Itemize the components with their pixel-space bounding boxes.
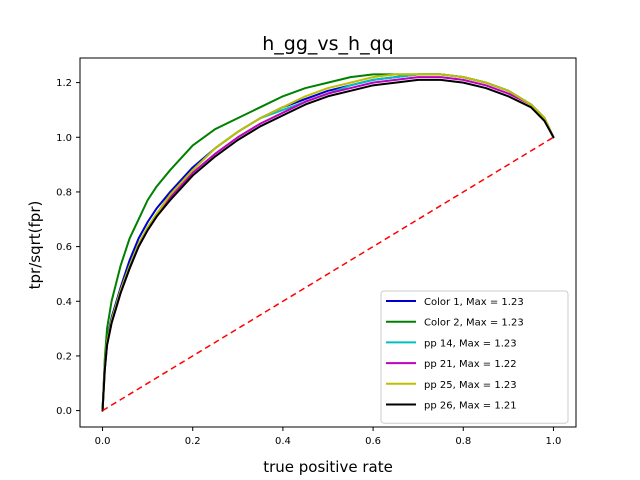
y-tick-label: 0.4 bbox=[56, 297, 72, 308]
x-tick-label: 0.0 bbox=[95, 436, 111, 447]
legend-entry-label: pp 25, Max = 1.23 bbox=[424, 380, 517, 391]
y-tick-label: 1.0 bbox=[56, 133, 72, 144]
y-tick-label: 0.6 bbox=[56, 242, 72, 253]
legend-box bbox=[380, 290, 569, 424]
legend-entry-label: Color 2, Max = 1.23 bbox=[424, 318, 524, 329]
legend-entry-label: pp 14, Max = 1.23 bbox=[424, 338, 517, 349]
reference-diagonal-line bbox=[102, 136, 554, 412]
x-tick-label: 0.8 bbox=[455, 436, 471, 447]
legend-entry-label: pp 21, Max = 1.22 bbox=[424, 359, 517, 370]
x-tick-label: 0.2 bbox=[185, 436, 201, 447]
y-axis-title: tpr/sqrt(fpr) bbox=[26, 201, 44, 290]
plot-content bbox=[101, 73, 555, 412]
x-tick-label: 0.6 bbox=[365, 436, 381, 447]
series-line-6 bbox=[101, 78, 555, 412]
x-tick-label: 0.4 bbox=[275, 436, 291, 447]
y-tick-label: 1.2 bbox=[56, 78, 72, 89]
legend-entry-label: pp 26, Max = 1.21 bbox=[424, 401, 517, 412]
y-tick-label: 0.8 bbox=[56, 187, 72, 198]
x-tick-label: 1.0 bbox=[546, 436, 562, 447]
legend-entry-label: Color 1, Max = 1.23 bbox=[424, 297, 524, 308]
y-tick-label: 0.2 bbox=[56, 351, 72, 362]
legend: Color 1, Max = 1.23 Color 2, Max = 1.23 pp… bbox=[380, 290, 569, 424]
y-tick-label: 0.0 bbox=[56, 406, 72, 417]
y-axis-ticks: 0.0 0.2 0.4 0.6 0.8 1.0 1.2 bbox=[56, 78, 80, 417]
x-axis-title: true positive rate bbox=[263, 458, 393, 476]
x-axis-ticks: 0.0 0.2 0.4 0.6 0.8 1.0 bbox=[95, 427, 562, 447]
chart-title: h_gg_vs_h_qq bbox=[262, 33, 393, 55]
